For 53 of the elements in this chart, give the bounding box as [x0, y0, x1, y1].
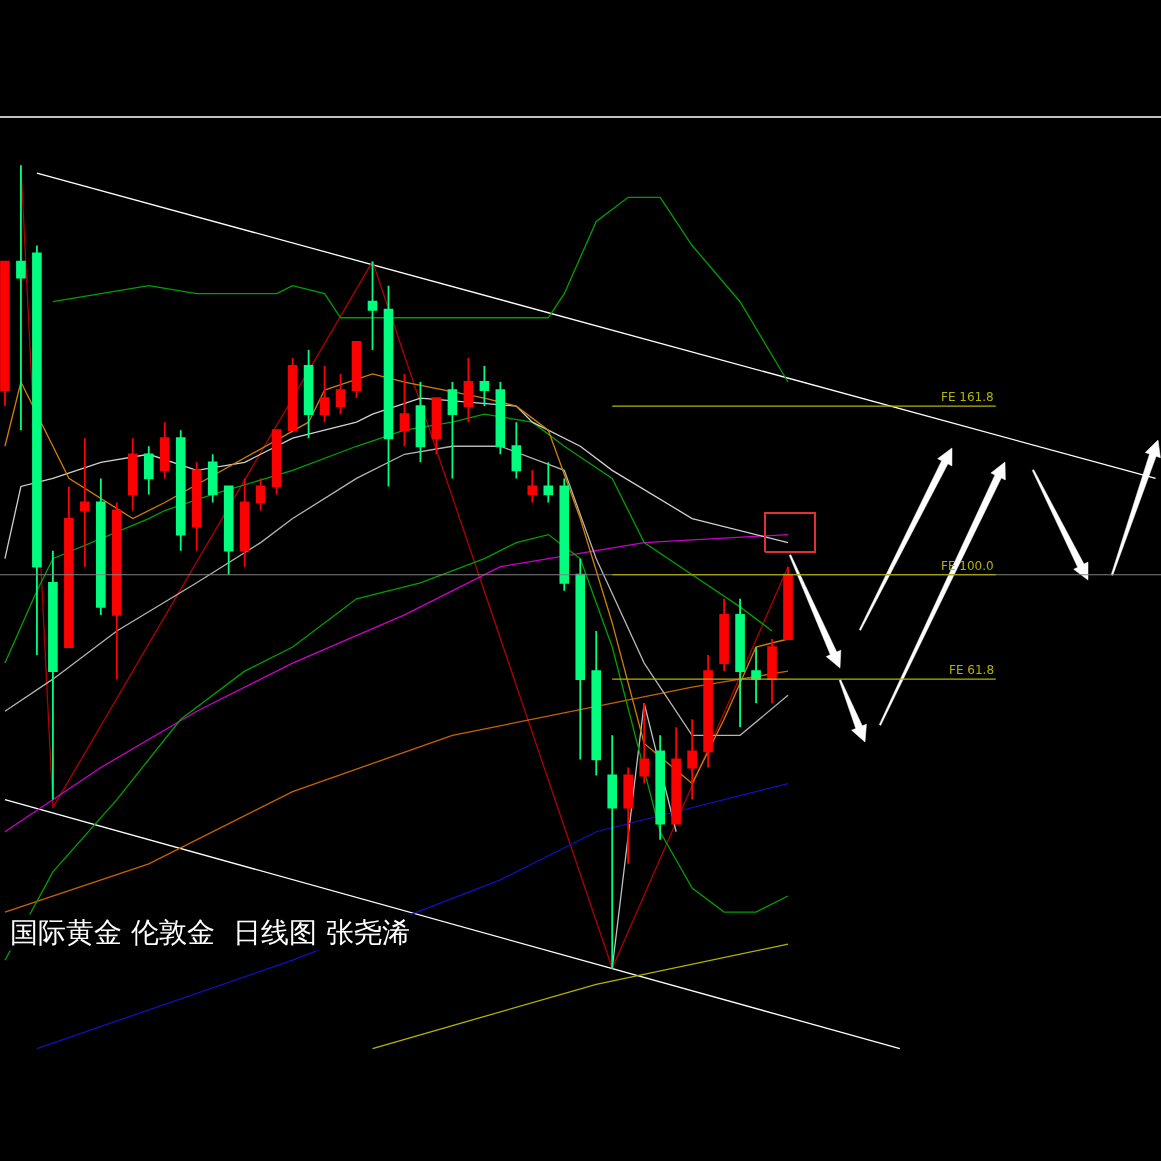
ref-line-label: FE 61.8	[949, 663, 995, 677]
candlestick	[32, 244, 42, 656]
candlestick	[319, 365, 330, 424]
candlestick	[367, 260, 378, 351]
candlestick	[239, 477, 250, 568]
candlestick	[751, 646, 761, 705]
candlestick	[591, 630, 602, 777]
candlestick	[0, 260, 10, 408]
candlestick	[351, 340, 362, 399]
candlestick	[159, 421, 170, 480]
candlestick	[511, 421, 522, 480]
annotation: 国际黄金 伦敦金 日线图 张尧浠	[10, 916, 410, 949]
candlestick	[575, 557, 586, 761]
candlestick	[767, 638, 777, 705]
candlestick	[479, 365, 490, 408]
candlestick	[207, 453, 218, 504]
candlestick	[271, 429, 282, 496]
candlestick	[399, 373, 410, 448]
candlestick	[719, 597, 729, 673]
candlestick	[671, 726, 681, 825]
candlestick	[287, 357, 298, 432]
candlestick	[383, 284, 394, 488]
candlestick	[16, 164, 26, 432]
candlestick	[559, 477, 570, 592]
candlestick	[64, 485, 74, 648]
candlestick	[495, 381, 506, 456]
candlestick	[303, 348, 314, 440]
candlestick	[112, 501, 122, 681]
candlestick	[80, 437, 90, 568]
candlestick	[127, 437, 138, 512]
candlestick	[527, 469, 538, 504]
candlestick	[639, 702, 649, 785]
candlestick	[48, 549, 58, 801]
candlestick	[191, 461, 202, 552]
candlestick	[143, 445, 154, 496]
ref-line-label: FE 161.8	[941, 390, 994, 404]
candlestick	[175, 429, 186, 552]
candlestick	[655, 734, 665, 841]
candlestick	[431, 397, 442, 456]
candlestick	[607, 734, 618, 970]
candlestick	[703, 654, 713, 769]
candlestick	[735, 597, 745, 729]
candlestick	[335, 373, 346, 416]
candlestick	[623, 766, 634, 865]
candlestick	[415, 381, 426, 464]
candlestick	[783, 565, 793, 640]
candlestick	[463, 357, 474, 424]
candlestick	[543, 461, 554, 504]
candlestick	[255, 477, 266, 512]
candlestick	[96, 477, 106, 616]
candlestick	[223, 485, 234, 576]
candlestick	[687, 718, 697, 801]
candlestick	[447, 381, 458, 480]
